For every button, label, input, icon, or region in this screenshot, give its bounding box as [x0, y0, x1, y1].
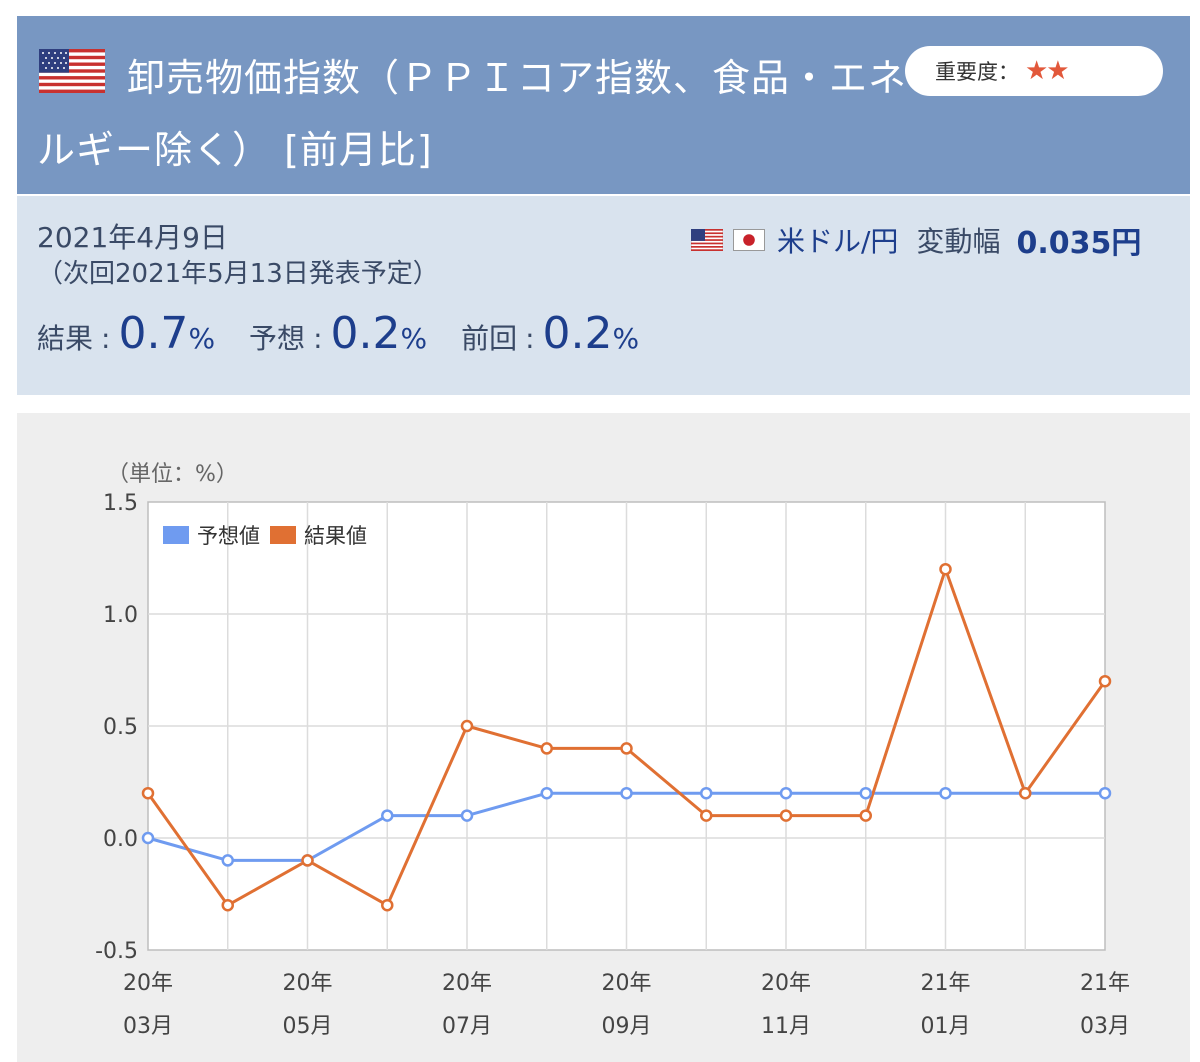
x-tick-year-label: 20年	[123, 971, 173, 996]
data-point	[540, 742, 553, 755]
x-tick-month-label: 05月	[283, 1014, 333, 1039]
importance-label: 重要度：	[935, 60, 1019, 84]
data-point	[1098, 786, 1112, 800]
data-point	[1098, 674, 1112, 688]
data-point	[859, 809, 872, 822]
x-tick-year-label: 20年	[761, 971, 811, 996]
data-point	[221, 898, 234, 912]
release-info-panel: 2021年4月9日 （次回2021年5月13日発表予定） 結果 : 0.7 % …	[17, 196, 1190, 395]
data-point	[540, 786, 553, 800]
data-point	[221, 854, 234, 867]
x-tick-month-label: 11月	[761, 1014, 811, 1039]
range-value: 0.035円	[1016, 226, 1142, 261]
data-point	[620, 786, 633, 800]
x-tick-month-label: 01月	[921, 1014, 971, 1039]
x-tick-month-label: 09月	[602, 1014, 652, 1039]
line-chart: -0.5 0.0 0.5 1.0 1.5 20年 03月 20年 05月 20年 07月 20年 09月…	[95, 462, 1130, 1039]
x-tick-year-label: 20年	[602, 971, 652, 996]
forecast-colon: :	[313, 322, 323, 355]
currency-pair-link[interactable]: 米ドル/円	[777, 225, 899, 258]
data-point	[700, 809, 713, 822]
x-tick-year-label: 20年	[442, 971, 492, 996]
legend-swatch	[161, 524, 191, 546]
forecast-value: 0.2	[330, 308, 401, 359]
importance-stars: ★★	[1025, 56, 1070, 86]
y-tick-label: 1.5	[103, 491, 138, 516]
data-point	[381, 898, 394, 912]
x-tick-year-label: 21年	[1080, 971, 1130, 996]
data-point	[939, 562, 952, 576]
us-flag-icon	[39, 49, 105, 93]
data-point	[700, 786, 713, 800]
data-point	[620, 742, 633, 755]
previous-value: 0.2	[542, 308, 613, 359]
release-date: 2021年4月9日	[37, 221, 228, 254]
data-point	[460, 719, 474, 733]
range-label: 変動幅	[916, 225, 1001, 258]
x-tick-month-label: 07月	[442, 1014, 492, 1039]
result-label: 結果	[37, 322, 94, 355]
y-tick-label: 0.5	[103, 715, 138, 740]
currency-pair[interactable]: 米ドル/円 変動幅 0.035円	[691, 218, 1141, 262]
x-tick-month-label: 03月	[1080, 1014, 1130, 1039]
x-tick-year-label: 20年	[283, 971, 333, 996]
data-point	[141, 831, 155, 845]
chart-panel: -0.5 0.0 0.5 1.0 1.5 20年 03月 20年 05月 20年 07月 20年 09月…	[17, 413, 1190, 1062]
y-tick-label: 1.0	[103, 603, 138, 628]
legend-label: 結果値	[304, 524, 367, 548]
data-point	[859, 786, 872, 800]
x-tick-month-label: 03月	[123, 1014, 173, 1039]
data-point	[141, 786, 155, 800]
data-point	[301, 854, 314, 867]
forecast-unit: %	[400, 322, 428, 355]
legend-label: 予想値	[197, 524, 260, 548]
data-point	[460, 809, 474, 822]
us-flag-small-icon	[691, 229, 723, 251]
result-unit: %	[188, 322, 216, 355]
indicator-header: 卸売物価指数（ＰＰＩコア指数、食品・エネルギー除く） [前月比] 重要度： ★★	[17, 16, 1190, 194]
data-point	[939, 786, 952, 800]
y-tick-label: -0.5	[95, 939, 138, 964]
result-value: 0.7	[118, 308, 189, 359]
page-title: 卸売物価指数（ＰＰＩコア指数、食品・エネルギー除く） [前月比]	[37, 56, 908, 172]
legend-swatch	[268, 524, 298, 546]
stats-row: 結果 : 0.7 % 予想 : 0.2 % 前回 : 0.2 %	[37, 308, 673, 359]
data-point	[779, 809, 793, 822]
previous-colon: :	[525, 322, 535, 355]
previous-unit: %	[612, 322, 640, 355]
y-tick-label: 0.0	[103, 827, 138, 852]
data-point	[381, 809, 394, 822]
next-release: （次回2021年5月13日発表予定）	[37, 259, 439, 289]
jp-flag-icon	[733, 229, 765, 251]
x-tick-year-label: 21年	[921, 971, 971, 996]
forecast-label: 予想	[249, 322, 306, 355]
previous-label: 前回	[461, 322, 518, 355]
result-colon: :	[101, 322, 111, 355]
data-point	[779, 786, 793, 800]
unit-label: （単位：%）	[107, 462, 238, 487]
importance-badge: 重要度： ★★	[905, 46, 1163, 96]
data-point	[1019, 786, 1032, 800]
